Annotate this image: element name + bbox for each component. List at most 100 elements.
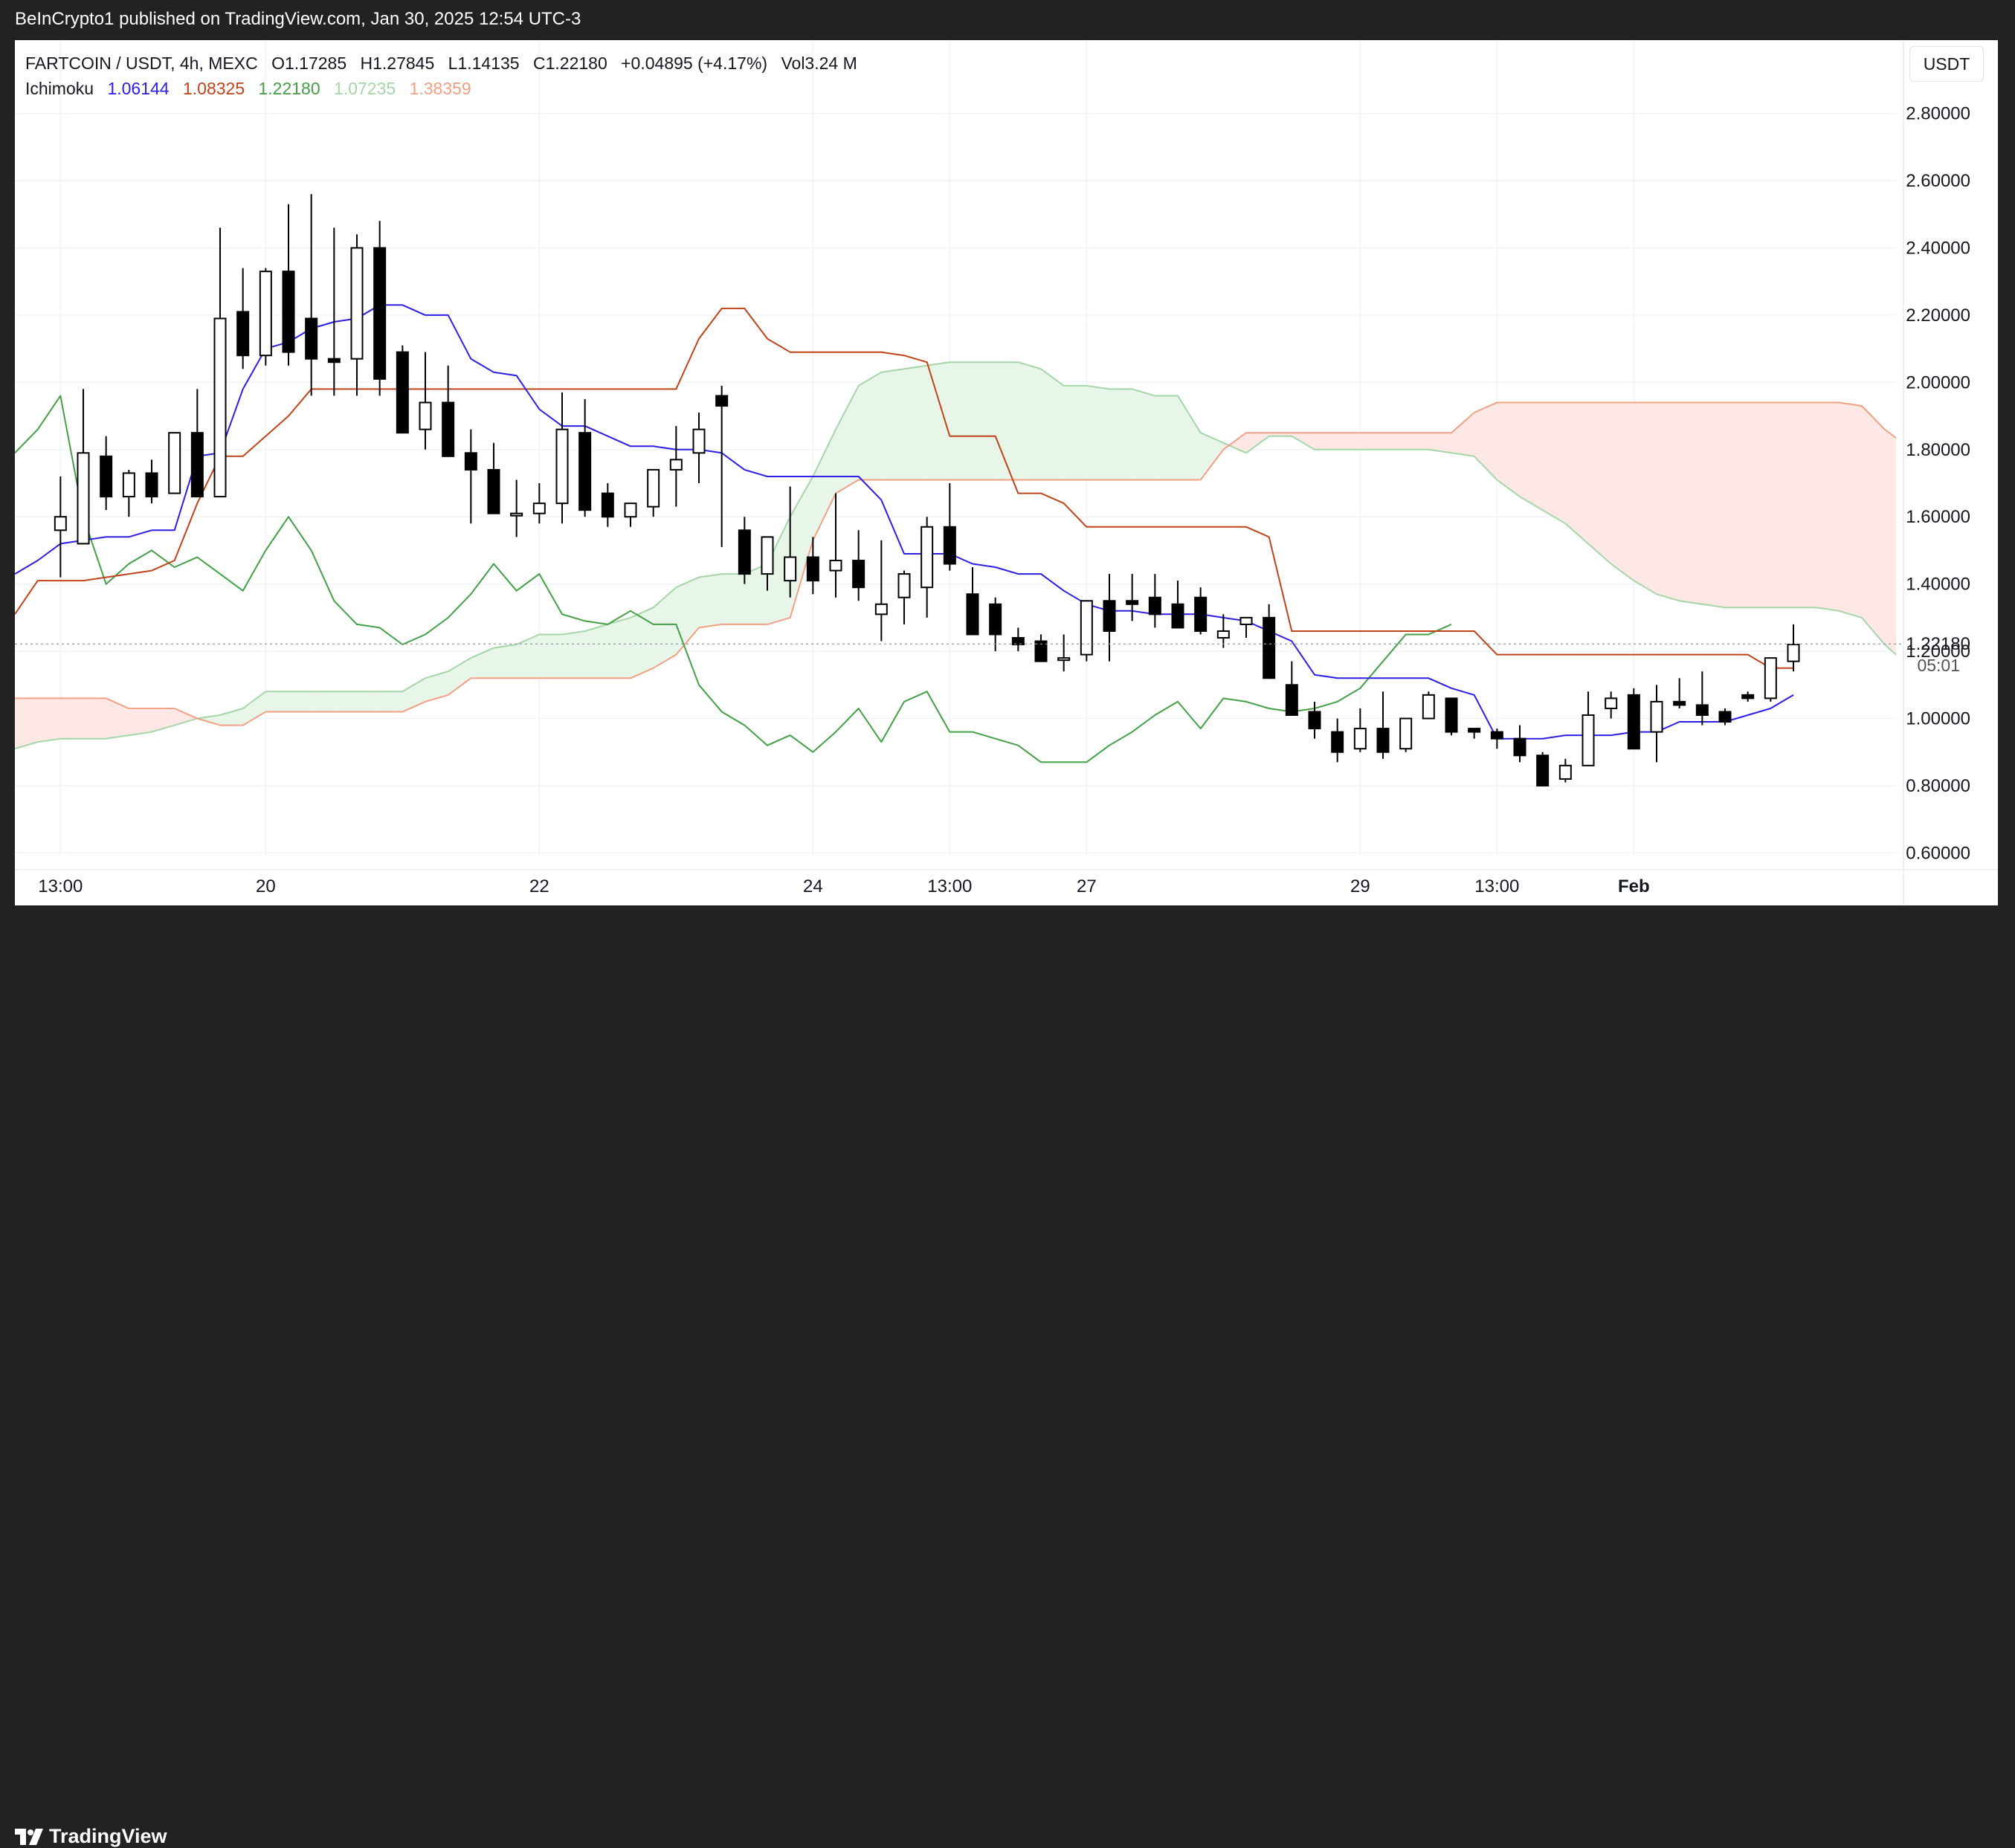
candle[interactable]: [669, 426, 683, 507]
candle[interactable]: [555, 392, 569, 524]
chart-svg[interactable]: 0.60000 0.80000 1.00000 1.20000 1.40000 1.600…: [0, 0, 2015, 959]
candle[interactable]: [1673, 678, 1686, 708]
candle[interactable]: [1103, 574, 1116, 662]
candle[interactable]: [624, 503, 637, 527]
cloud-segment: [1725, 402, 1748, 608]
cloud-segment: [1405, 433, 1429, 450]
candle[interactable]: [77, 389, 90, 545]
candle[interactable]: [874, 540, 888, 642]
candle[interactable]: [373, 221, 387, 396]
candle[interactable]: [1558, 758, 1572, 783]
candle[interactable]: [282, 204, 295, 366]
candle[interactable]: [1239, 616, 1253, 638]
bar-countdown-label: 05:01: [1917, 656, 1960, 675]
candle[interactable]: [1605, 691, 1618, 719]
candle[interactable]: [1490, 728, 1503, 749]
candle[interactable]: [1741, 691, 1755, 702]
candle[interactable]: [442, 365, 455, 457]
candle[interactable]: [510, 479, 523, 537]
cloud-segment: [129, 708, 152, 736]
candle[interactable]: [715, 385, 729, 547]
candle[interactable]: [1034, 634, 1048, 662]
legend-ichimoku-value: 1.38359: [410, 79, 471, 98]
candle[interactable]: [1148, 574, 1161, 628]
candle[interactable]: [1263, 604, 1276, 679]
candle[interactable]: [601, 483, 614, 527]
y-tick-label: 1.20000: [1906, 642, 1970, 662]
candle-body: [190, 432, 204, 498]
candle[interactable]: [168, 432, 181, 494]
cloud-segment: [402, 678, 425, 712]
candle[interactable]: [1194, 587, 1208, 635]
candle[interactable]: [647, 468, 660, 517]
candle[interactable]: [1353, 708, 1367, 752]
x-tick-label: 22: [529, 876, 549, 896]
candle[interactable]: [145, 459, 158, 504]
cloud-segment: [1428, 433, 1451, 453]
candle[interactable]: [1787, 624, 1800, 672]
candle[interactable]: [1627, 688, 1640, 750]
candle[interactable]: [1582, 691, 1595, 766]
candle[interactable]: [1057, 634, 1071, 672]
tradingview-logo[interactable]: TradingView: [15, 1825, 167, 1848]
candle[interactable]: [784, 486, 797, 598]
candle[interactable]: [1308, 701, 1321, 739]
candle[interactable]: [1399, 717, 1413, 752]
candle[interactable]: [692, 413, 706, 483]
candle[interactable]: [852, 530, 865, 601]
candle[interactable]: [396, 345, 409, 434]
candle[interactable]: [1216, 614, 1230, 648]
currency-selector-button[interactable]: USDT: [1909, 46, 1984, 82]
candle[interactable]: [236, 268, 250, 369]
y-tick-label: 0.60000: [1906, 843, 1970, 863]
cloud-segment: [539, 634, 562, 679]
candle[interactable]: [1171, 581, 1184, 629]
candle[interactable]: [1695, 671, 1709, 726]
candle[interactable]: [989, 597, 1002, 652]
candle-body: [1422, 694, 1435, 720]
candle[interactable]: [327, 227, 341, 396]
candle[interactable]: [1468, 728, 1481, 739]
candle[interactable]: [213, 227, 227, 498]
candle[interactable]: [738, 517, 751, 584]
candle[interactable]: [419, 352, 432, 450]
candle[interactable]: [100, 436, 113, 511]
candle[interactable]: [897, 570, 911, 624]
candle[interactable]: [464, 429, 477, 524]
candle-body: [1239, 616, 1253, 625]
candle[interactable]: [1331, 718, 1344, 763]
candle[interactable]: [122, 469, 135, 517]
candle[interactable]: [1011, 627, 1025, 652]
candle[interactable]: [1536, 752, 1550, 786]
candle[interactable]: [305, 194, 318, 396]
candle[interactable]: [1080, 600, 1093, 662]
candle[interactable]: [806, 537, 819, 595]
candle[interactable]: [1376, 691, 1390, 759]
candle[interactable]: [943, 483, 956, 571]
candle[interactable]: [578, 398, 592, 517]
candle[interactable]: [54, 476, 67, 578]
candle[interactable]: [829, 493, 842, 598]
candle[interactable]: [1764, 657, 1777, 702]
candle[interactable]: [532, 483, 546, 524]
candle-body: [738, 529, 751, 575]
candle-body: [305, 317, 318, 360]
candle[interactable]: [1126, 574, 1139, 621]
candle[interactable]: [1285, 661, 1298, 716]
candle[interactable]: [487, 442, 500, 514]
candle[interactable]: [966, 567, 979, 636]
candle[interactable]: [1445, 697, 1458, 736]
candle[interactable]: [1650, 685, 1663, 763]
candle[interactable]: [350, 234, 364, 396]
candle[interactable]: [761, 536, 774, 591]
candle[interactable]: [1718, 708, 1732, 726]
candle[interactable]: [190, 389, 204, 498]
candle-body: [1536, 755, 1550, 786]
cloud-segment: [1747, 402, 1771, 608]
candle[interactable]: [259, 268, 272, 366]
legend-volume: Vol3.24 M: [781, 54, 857, 73]
candle[interactable]: [1513, 725, 1526, 763]
candle-body: [1263, 616, 1276, 679]
candle[interactable]: [1422, 691, 1435, 720]
candle[interactable]: [921, 517, 934, 618]
